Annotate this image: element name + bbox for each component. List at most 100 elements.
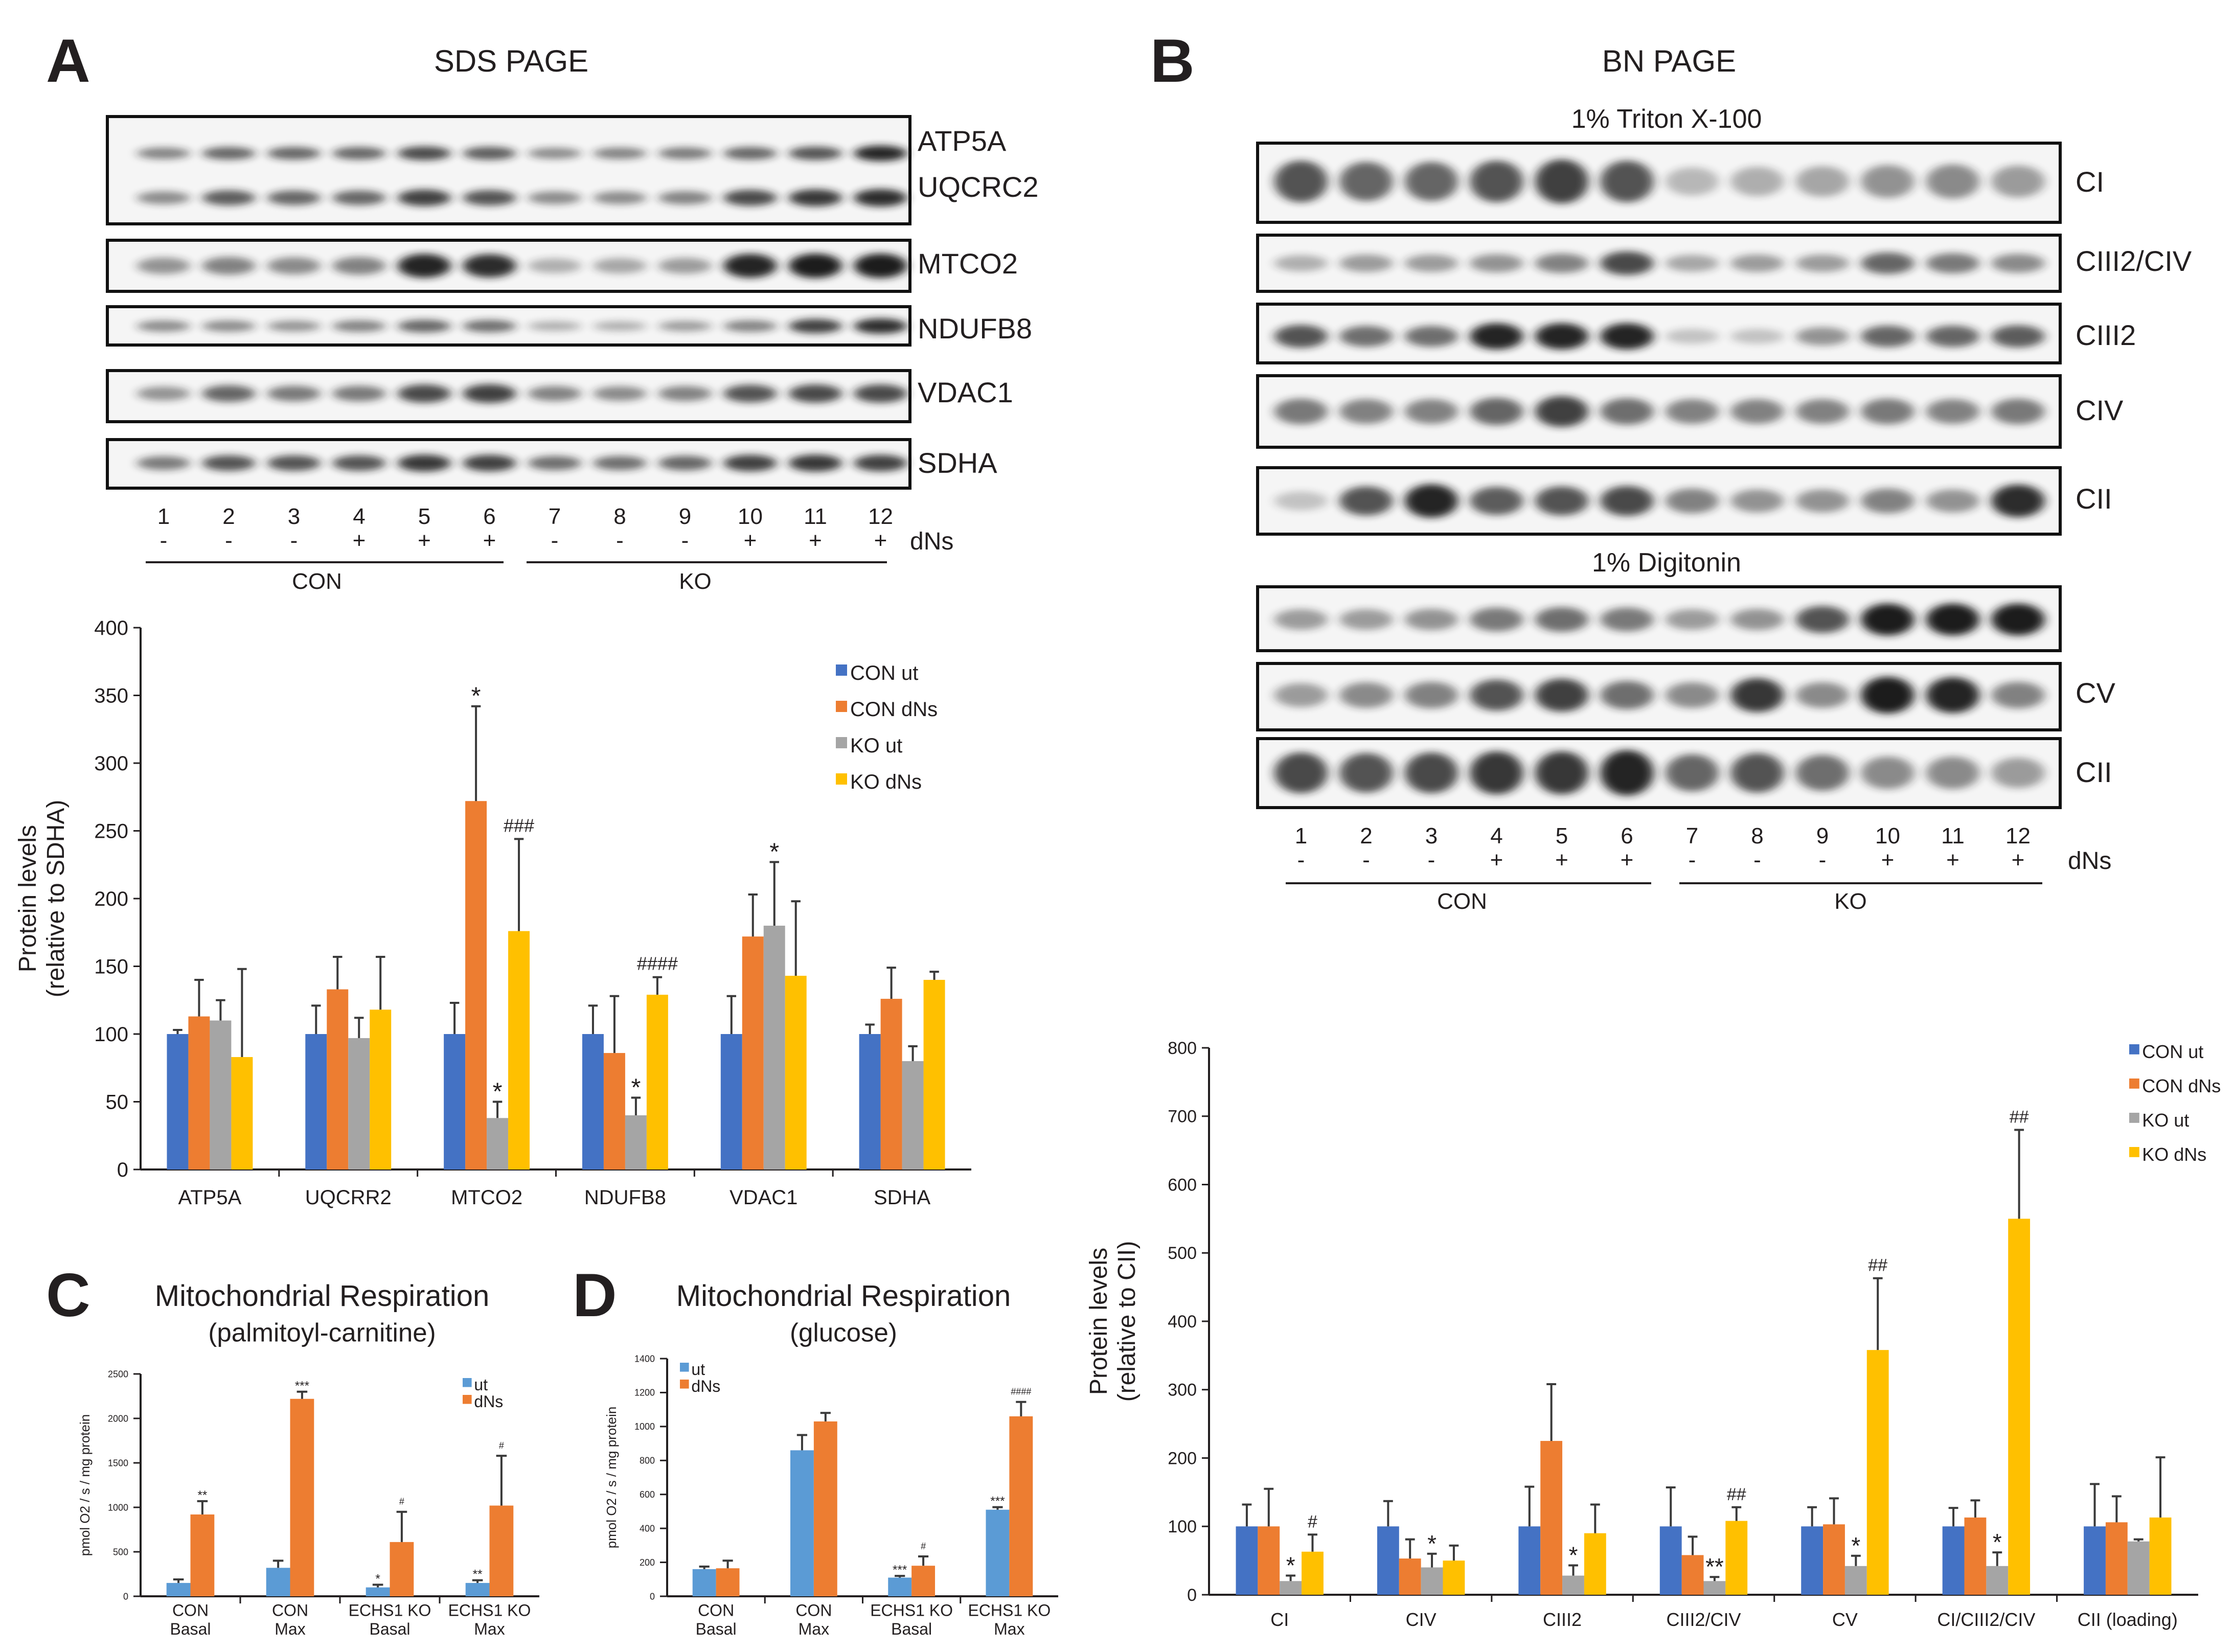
blot-band	[1535, 396, 1588, 427]
legend-swatch	[463, 1378, 472, 1387]
lane-number: 9	[1816, 823, 1829, 848]
blot-band	[854, 145, 907, 162]
significance-marker: ##	[1727, 1485, 1746, 1504]
y-tick-label: 50	[106, 1091, 129, 1114]
blot-band	[593, 456, 647, 470]
blot-band	[1470, 323, 1523, 350]
lane-number: 1	[1295, 823, 1307, 848]
blot-band	[1926, 603, 1979, 636]
blot-band	[723, 320, 777, 332]
y-tick-label: 200	[1168, 1449, 1197, 1468]
blot-band	[1666, 167, 1719, 196]
bar-con-dns	[2105, 1522, 2128, 1595]
bar-con-dns	[465, 801, 487, 1169]
x-category-label: CON	[795, 1601, 832, 1619]
blot-band	[332, 147, 386, 160]
legend-swatch	[2129, 1079, 2139, 1089]
x-category-label: ATP5A	[178, 1186, 242, 1209]
blot-band	[1861, 325, 1914, 348]
blot-band	[1600, 750, 1654, 796]
legend-label: CON dNs	[2142, 1075, 2221, 1096]
blot-band	[1861, 398, 1914, 425]
blot-band	[398, 254, 451, 278]
blot-band	[1535, 323, 1588, 350]
bar-ut	[465, 1582, 490, 1596]
y-tick-label: 800	[640, 1456, 655, 1466]
blot-band	[463, 454, 516, 472]
lane-treatment-sign: +	[353, 528, 366, 553]
lane-number: 10	[1875, 823, 1900, 848]
legend-label: ut	[691, 1360, 705, 1379]
blot-band	[528, 148, 581, 159]
lane-number: 4	[1490, 823, 1502, 848]
blot-band	[1535, 678, 1588, 712]
blot-band	[723, 384, 777, 403]
blot-band	[789, 189, 842, 206]
bar-ko-ut	[902, 1061, 924, 1169]
bar-con-ut	[1942, 1526, 1965, 1595]
blot-band	[1274, 683, 1328, 707]
blot-band	[854, 189, 907, 207]
significance-marker: **	[1705, 1553, 1724, 1580]
blot-band	[1730, 167, 1784, 196]
bar-ko-dns	[785, 976, 807, 1169]
significance-marker: *	[1993, 1529, 2002, 1555]
blot-band	[1600, 251, 1654, 276]
blot-band	[1666, 255, 1719, 272]
lane-number: 2	[222, 504, 235, 529]
blot-band	[463, 384, 516, 403]
blot-band	[1274, 491, 1328, 511]
lane-treatment-sign: -	[290, 528, 298, 553]
western-blot-sds-page	[106, 115, 911, 490]
bar-con-dns	[1681, 1555, 1704, 1595]
bar-ko-dns	[923, 980, 945, 1169]
bar-con-ut	[167, 1034, 189, 1169]
blot-band	[267, 385, 321, 402]
lane-number: 12	[868, 504, 893, 529]
blot-band	[1470, 607, 1523, 632]
blot-band	[1470, 160, 1523, 202]
bar-ko-ut	[1280, 1581, 1302, 1595]
y-axis-label: pmol O2 / s / mg protein	[77, 1414, 93, 1556]
blot-band	[1991, 681, 2045, 709]
lane-treatment-sign: -	[160, 528, 168, 553]
blot-band	[1339, 682, 1393, 708]
blot-band	[1991, 485, 2045, 517]
legend-label: KO dNs	[850, 771, 922, 793]
panel-b-title: BN PAGE	[1602, 44, 1736, 78]
x-category-label: VDAC1	[730, 1186, 797, 1209]
chart-title: Mitochondrial Respiration	[155, 1279, 489, 1313]
blot-band	[1535, 253, 1588, 273]
blot-band	[1796, 682, 1849, 708]
blot-label-civ: CIV	[2076, 394, 2124, 426]
x-category-label: Basal	[891, 1620, 932, 1638]
bar-con-ut	[582, 1034, 604, 1169]
lane-number: 11	[804, 504, 827, 529]
blot-band	[1600, 398, 1654, 425]
significance-marker: *	[769, 838, 779, 865]
lane-number: 9	[679, 504, 691, 529]
blot-band	[528, 456, 581, 470]
bar-ko-ut	[763, 926, 785, 1169]
bar-ko-ut	[1421, 1567, 1443, 1595]
bar-con-ut	[1659, 1526, 1682, 1595]
bar-con-dns	[188, 1016, 210, 1169]
blot-band	[1274, 325, 1328, 348]
blot-band	[398, 384, 451, 403]
x-category-label: ECHS1 KO	[968, 1601, 1051, 1619]
x-category-label: Basal	[696, 1620, 737, 1638]
x-category-label: MTCO2	[451, 1186, 522, 1209]
legend-label: CON ut	[2142, 1041, 2203, 1062]
blot-band	[658, 258, 712, 274]
blot-label-vdac1: VDAC1	[918, 376, 1013, 408]
y-tick-label: 600	[640, 1489, 655, 1500]
bar-ut	[986, 1509, 1010, 1596]
blot-band	[1926, 399, 1979, 424]
x-category-label: CII (loading)	[2078, 1609, 2178, 1630]
significance-marker: *	[631, 1074, 641, 1102]
blot-band	[1730, 608, 1784, 631]
y-tick-label: 0	[650, 1591, 655, 1601]
y-tick-label: 250	[94, 820, 128, 843]
lane-number: 8	[613, 504, 626, 529]
blot-band	[1405, 326, 1458, 347]
